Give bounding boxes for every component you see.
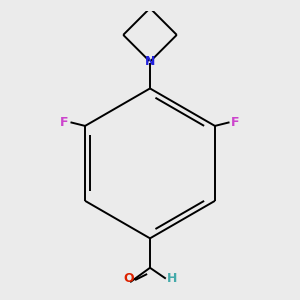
Text: H: H xyxy=(167,272,177,285)
Text: N: N xyxy=(145,55,155,68)
Text: F: F xyxy=(231,116,240,129)
Text: F: F xyxy=(60,116,69,129)
Text: O: O xyxy=(123,272,134,285)
